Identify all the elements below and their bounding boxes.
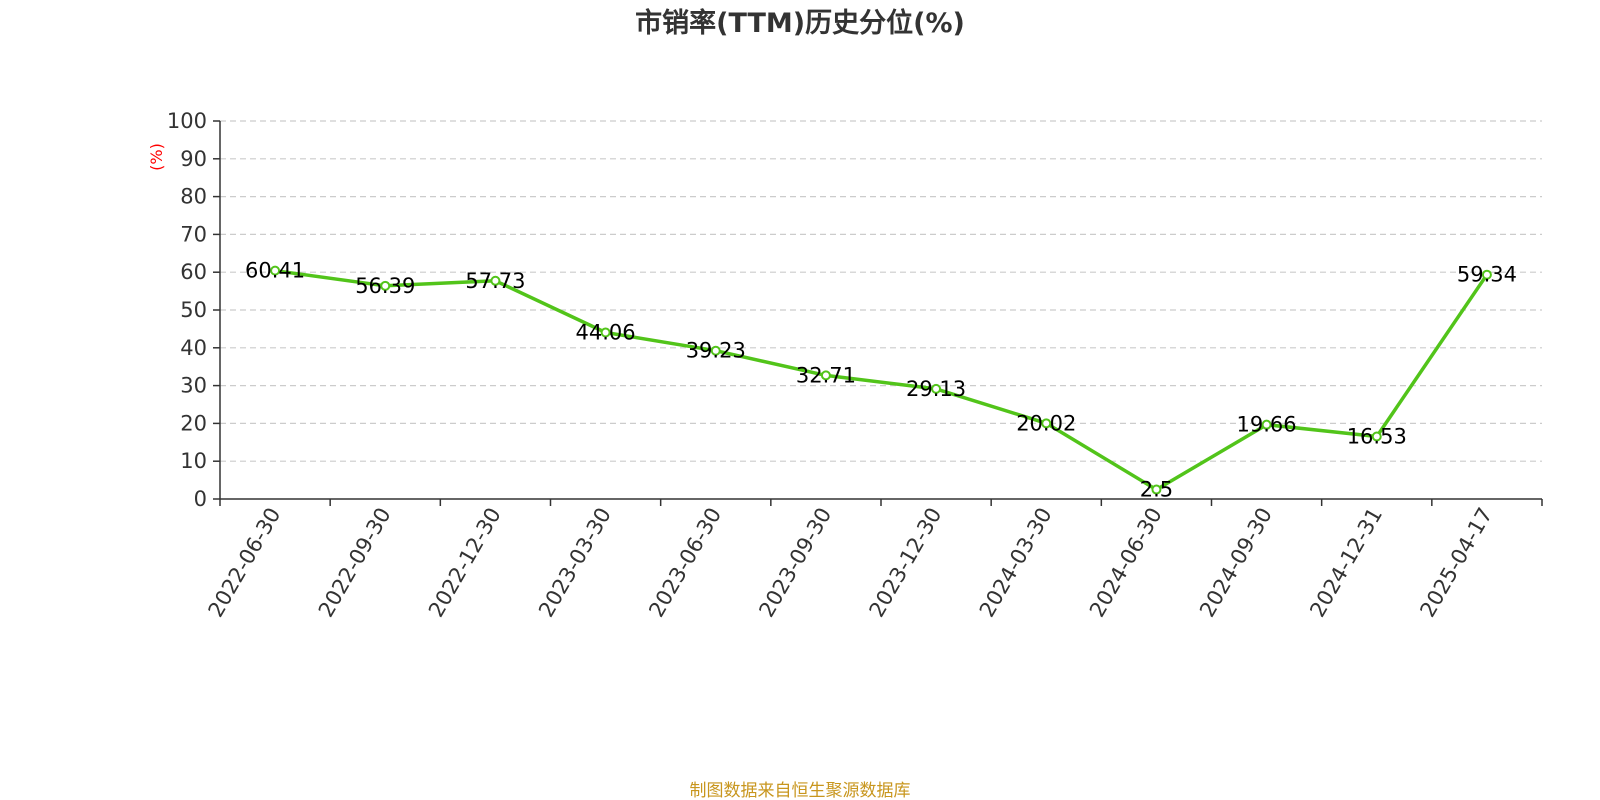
x-tick-label: 2024-03-30: [975, 504, 1057, 622]
data-point: [1151, 484, 1162, 495]
series: [270, 265, 1492, 495]
y-tick-label: 0: [194, 487, 207, 511]
x-tick-label: 2025-04-17: [1415, 504, 1497, 622]
data-point: [1261, 419, 1272, 430]
y-axis-label: (%): [147, 143, 166, 171]
data-label: 39.23: [686, 339, 746, 363]
data-labels: 60.41 56.39 57.73 44.06 39.23 32.71 29.13 20.02…: [245, 259, 1517, 502]
data-label: 32.71: [796, 363, 856, 387]
x-tick-label: 2022-06-30: [204, 504, 286, 622]
x-tick-label: 2024-12-31: [1305, 504, 1387, 622]
source-note: 制图数据来自恒生聚源数据库: [690, 781, 911, 800]
data-point: [931, 383, 942, 394]
chart-title: 市销率(TTM)历史分位(%): [635, 7, 965, 39]
grid: [220, 120, 1542, 462]
y-tick-label: 30: [180, 374, 207, 398]
x-tick-label: 2022-12-30: [424, 503, 506, 621]
y-tick-label: 70: [180, 222, 207, 246]
x-tick-label: 2024-06-30: [1085, 504, 1167, 622]
data-point: [270, 265, 281, 276]
y-tick-label: 90: [180, 147, 207, 171]
x-tick-label: 2023-03-30: [534, 504, 616, 622]
series-line: [274, 268, 1489, 492]
x-tick-label: 2023-06-30: [644, 504, 726, 622]
data-point: [1481, 269, 1492, 280]
x-tick-label: 2022-09-30: [314, 504, 396, 622]
x-tick-label: 2023-09-30: [754, 504, 836, 622]
x-tick-label: 2024-09-30: [1195, 504, 1277, 622]
data-label: 60.41: [245, 259, 305, 283]
y-tick-label: 10: [180, 449, 207, 473]
data-point: [1371, 431, 1382, 442]
data-point: [380, 280, 391, 291]
y-tick-label: 80: [180, 185, 207, 209]
y-tick-label: 50: [180, 298, 207, 322]
data-point: [820, 370, 831, 381]
data-label: 16.53: [1347, 425, 1407, 449]
data-label: 59.34: [1457, 263, 1517, 287]
x-ticks: 2022-06-30 2022-09-30 2022-12-30 2023-03-30…: [204, 499, 1543, 622]
data-label: 2.5: [1140, 478, 1173, 502]
y-tick-label: 20: [180, 411, 207, 435]
y-ticks: 0 10 20 30 40 50 60 70 80 90 100: [167, 109, 220, 511]
data-point: [600, 327, 611, 338]
y-tick-label: 100: [167, 109, 207, 133]
data-point: [1041, 418, 1052, 429]
data-label: 29.13: [906, 377, 966, 401]
y-tick-label: 60: [180, 260, 207, 284]
x-tick-label: 2023-12-30: [865, 503, 947, 621]
data-label: 44.06: [576, 320, 636, 344]
data-label: 19.66: [1237, 413, 1297, 437]
data-label: 57.73: [465, 269, 525, 293]
data-label: 20.02: [1016, 411, 1076, 435]
data-point: [490, 275, 501, 286]
y-tick-label: 40: [180, 336, 207, 360]
data-label: 56.39: [355, 274, 415, 298]
data-point: [710, 345, 721, 356]
